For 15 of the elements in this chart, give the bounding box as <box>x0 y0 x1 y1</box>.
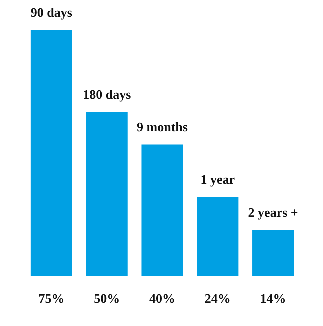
data-label: 75% <box>38 290 65 306</box>
bar <box>197 197 239 276</box>
bar <box>142 144 184 276</box>
bar <box>86 112 128 276</box>
data-label: 14% <box>260 290 286 306</box>
x-tick-label: 90 days <box>30 4 72 20</box>
x-tick-label: 2 years + <box>248 204 298 220</box>
x-tick-label: 1 year <box>200 172 236 188</box>
data-label: 40% <box>150 290 176 306</box>
data-label: 50% <box>94 290 120 306</box>
data-label: 24% <box>204 290 231 306</box>
x-tick-label: 180 days <box>83 86 132 102</box>
bar <box>30 30 72 276</box>
x-tick-label: 9 months <box>137 120 188 135</box>
bar <box>252 230 294 276</box>
